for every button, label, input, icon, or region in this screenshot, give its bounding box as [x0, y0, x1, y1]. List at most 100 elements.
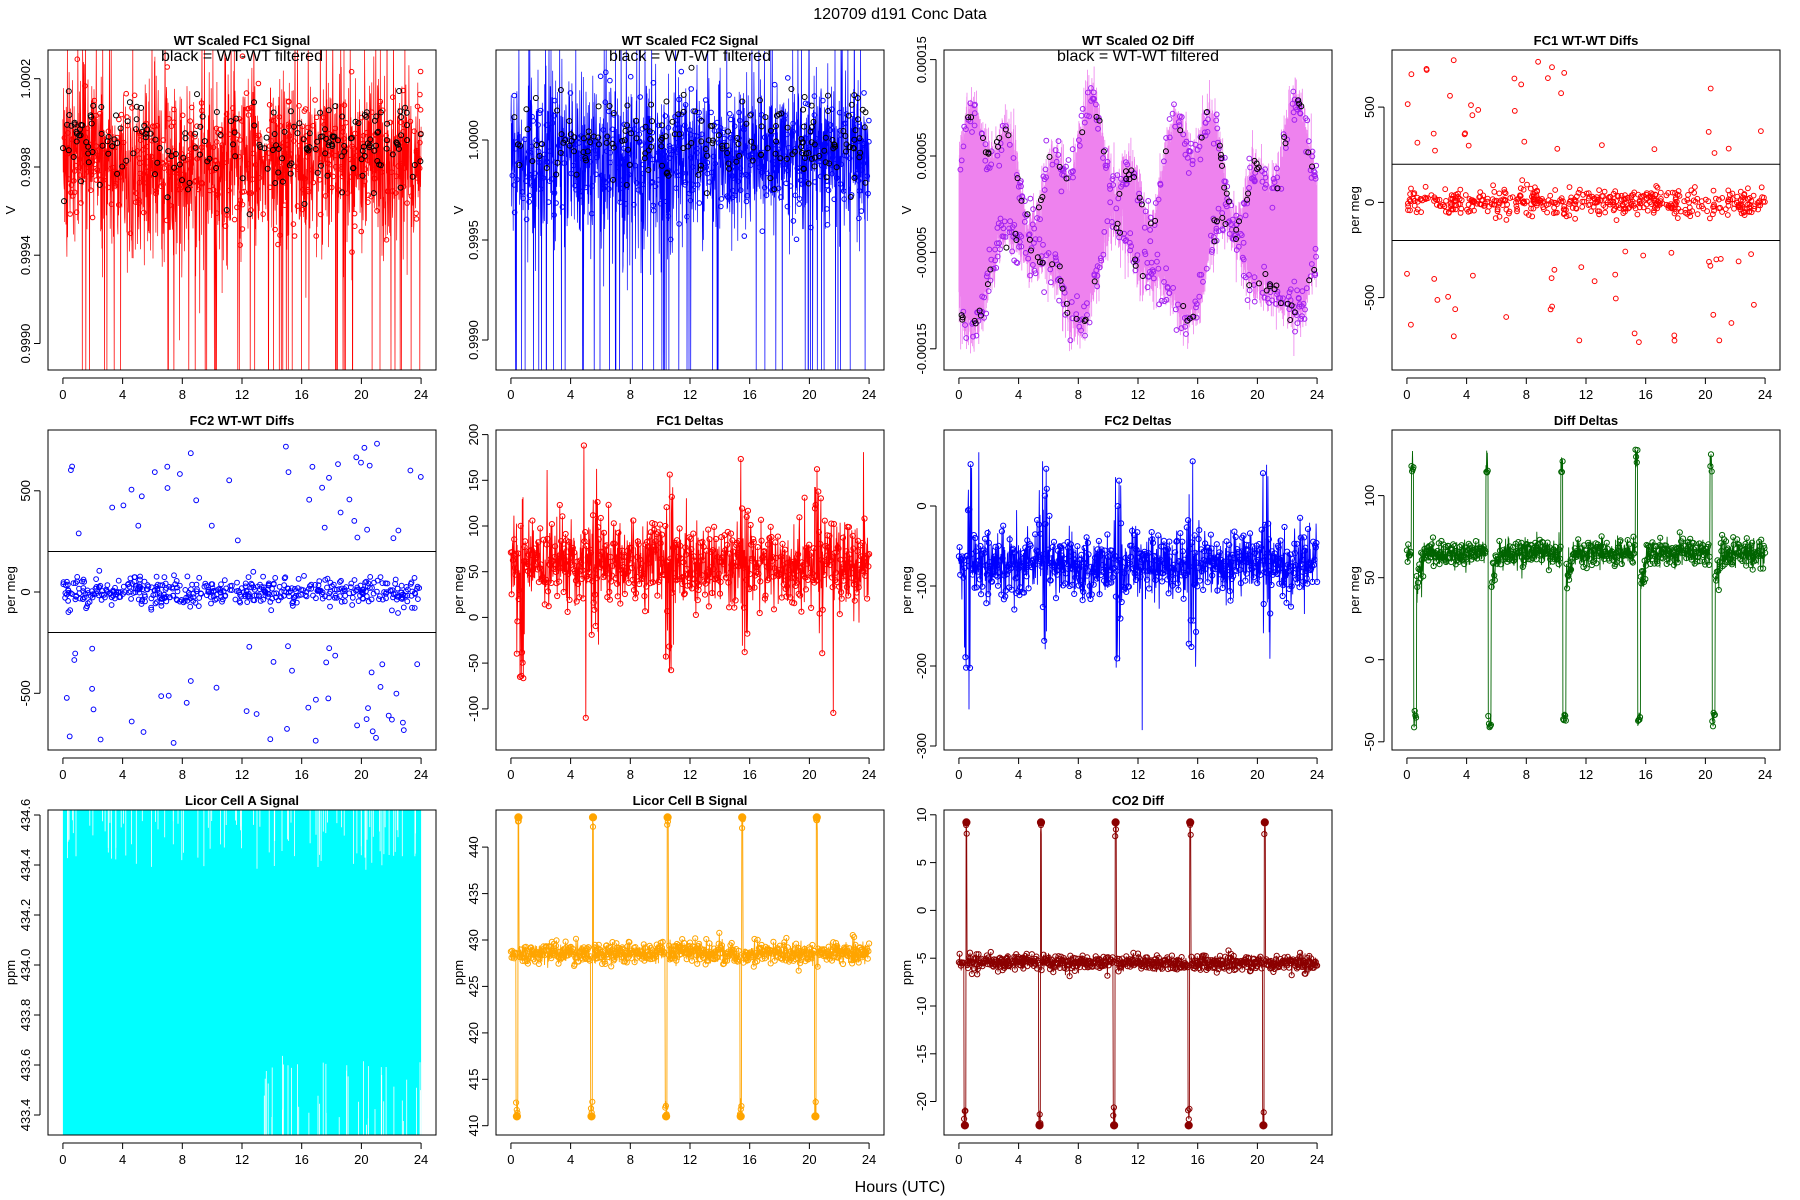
data-point: [625, 579, 632, 587]
data-point: [374, 129, 381, 136]
data-point: [1163, 265, 1169, 272]
data-point: [710, 566, 717, 573]
data-point: [348, 135, 355, 141]
data-point: [793, 576, 800, 584]
data-point: [1676, 529, 1683, 536]
data-point: [1715, 586, 1722, 594]
data-point: [685, 143, 692, 150]
data-point: [1180, 131, 1187, 138]
data-point: [152, 591, 159, 597]
data-point: [284, 726, 290, 732]
data-point: [1313, 539, 1320, 547]
data-point: [77, 164, 83, 170]
data-point: [1140, 567, 1147, 574]
data-point: [1521, 138, 1528, 145]
data-point: [537, 107, 544, 114]
data-point: [633, 135, 640, 142]
data-point: [995, 143, 1001, 150]
data-point: [417, 68, 424, 75]
data-point: [975, 568, 982, 575]
data-point: [1091, 278, 1098, 285]
data-point: [836, 583, 843, 590]
data-point: [1184, 154, 1191, 161]
data-point: [1177, 569, 1185, 576]
data-point: [417, 474, 424, 480]
data-point: [829, 155, 836, 161]
data-point: [1113, 225, 1120, 231]
data-point: [1043, 485, 1050, 492]
data-point: [89, 645, 96, 652]
data-point: [1427, 554, 1435, 561]
data-point: [315, 586, 322, 593]
data-point: [1002, 126, 1009, 133]
data-point: [1538, 547, 1545, 554]
data-point: [1193, 301, 1200, 308]
data-point: [843, 583, 851, 591]
data-point: [139, 586, 146, 593]
data-point: [1014, 574, 1021, 581]
data-point: [751, 584, 758, 591]
data-point: [780, 161, 787, 167]
y-tick-label: 150: [466, 469, 481, 491]
data-point: [835, 545, 842, 552]
data-point: [761, 548, 768, 555]
data-point: [400, 184, 407, 190]
data-point: [1573, 205, 1579, 212]
data-point: [962, 322, 968, 328]
y-label: V: [451, 205, 466, 214]
data-point: [1237, 214, 1243, 221]
data-point: [573, 171, 580, 178]
data-point: [198, 100, 205, 106]
data-point: [1081, 119, 1088, 126]
data-point: [801, 94, 808, 100]
data-point: [1519, 177, 1526, 184]
data-point: [996, 240, 1002, 247]
data-point: [1495, 556, 1502, 563]
data-point: [1496, 537, 1503, 545]
data-point: [818, 162, 825, 169]
x-tick-label: 24: [1310, 387, 1324, 402]
data-point: [1561, 70, 1568, 76]
data-point: [385, 712, 392, 719]
data-points: [955, 458, 1321, 672]
data-point: [511, 92, 518, 99]
data-point: [1086, 582, 1093, 590]
data-point: [819, 650, 826, 657]
data-point: [1706, 553, 1713, 560]
data-point: [1085, 551, 1092, 558]
plot-area-o2diff: [957, 66, 1320, 357]
data-point: [1298, 560, 1305, 568]
data-point: [547, 148, 553, 154]
data-point: [1450, 206, 1456, 213]
data-point: [61, 135, 68, 141]
data-point: [1431, 194, 1438, 201]
data-point: [1511, 108, 1518, 114]
data-point: [688, 585, 696, 592]
data-point: [299, 123, 306, 130]
data-point: [637, 94, 644, 100]
x-tick-label: 16: [294, 387, 308, 402]
data-point: [1073, 315, 1080, 322]
data-point: [1524, 181, 1530, 188]
data-point: [1093, 113, 1100, 120]
data-point: [1629, 559, 1637, 566]
data-point: [624, 122, 631, 129]
data-point: [619, 137, 626, 144]
data-point: [1294, 320, 1301, 327]
data-point: [243, 587, 250, 594]
data-point: [548, 176, 555, 182]
data-point: [562, 530, 569, 538]
data-point: [407, 467, 414, 474]
data-point: [1186, 148, 1193, 155]
data-point: [1170, 285, 1176, 291]
data-point: [1410, 191, 1417, 198]
data-point: [1292, 328, 1298, 335]
data-point: [609, 140, 616, 147]
data-point: [512, 571, 519, 578]
data-point: [300, 175, 306, 181]
data-point: [796, 196, 803, 202]
data-point: [833, 164, 840, 171]
data-point: [236, 116, 242, 122]
data-point: [623, 182, 630, 188]
data-point: [529, 517, 536, 524]
